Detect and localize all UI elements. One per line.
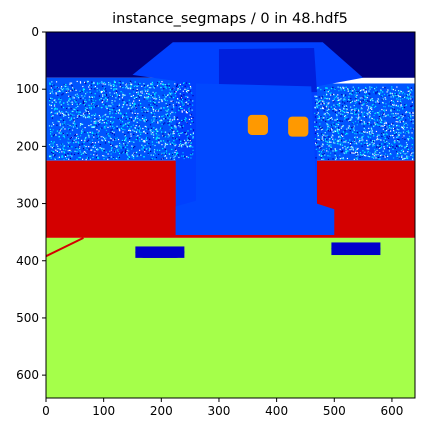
plot-frame bbox=[45, 31, 416, 399]
floor-edge-line bbox=[45, 236, 84, 258]
x-tick-label: 300 bbox=[208, 404, 231, 418]
machine-base bbox=[175, 83, 335, 236]
y-tick-label: 200 bbox=[16, 139, 39, 153]
segmap-image bbox=[45, 32, 415, 398]
x-tick-label: 500 bbox=[323, 404, 346, 418]
y-tick-label: 600 bbox=[16, 368, 39, 382]
noise-speckle bbox=[48, 80, 195, 161]
y-tick-label: 400 bbox=[16, 254, 39, 268]
y-tick-label: 0 bbox=[31, 25, 39, 39]
region-orange-square-left-overlay bbox=[247, 114, 268, 135]
x-tick-label: 100 bbox=[92, 404, 115, 418]
region-orange-square-right-overlay bbox=[288, 116, 309, 137]
x-tick-label: 400 bbox=[265, 404, 288, 418]
machine-top-panel bbox=[218, 48, 317, 95]
y-tick-label: 100 bbox=[16, 82, 39, 96]
chart-title: instance_segmaps / 0 in 48.hdf5 bbox=[112, 11, 348, 27]
region-floor bbox=[46, 237, 415, 398]
x-axis: 0 100 200 300 400 500 600 bbox=[42, 398, 403, 418]
y-tick-label: 300 bbox=[16, 197, 39, 211]
noise-speckle bbox=[314, 86, 414, 161]
y-axis: 0 100 200 300 400 500 600 bbox=[16, 25, 46, 382]
x-tick-label: 200 bbox=[150, 404, 173, 418]
y-tick-label: 500 bbox=[16, 311, 39, 325]
x-tick-label: 0 bbox=[42, 404, 50, 418]
region-pad-right-overlay bbox=[331, 242, 381, 256]
region-pad-left-overlay bbox=[135, 246, 185, 258]
x-tick-label: 600 bbox=[380, 404, 403, 418]
